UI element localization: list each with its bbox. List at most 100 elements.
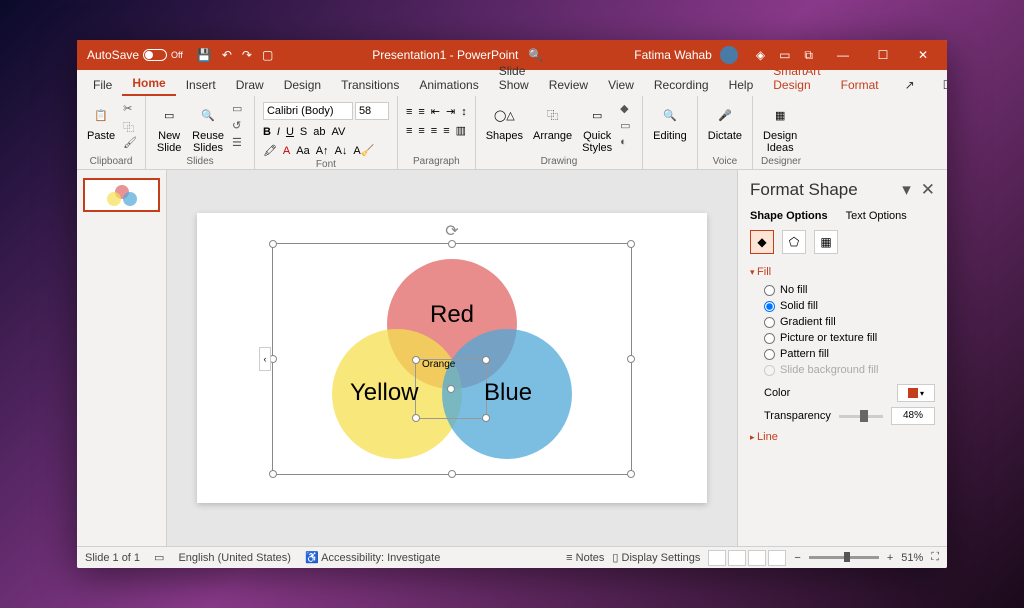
numbering-icon[interactable]: ≡	[418, 106, 424, 118]
slide-thumbnail[interactable]	[83, 178, 160, 212]
handle-br[interactable]	[627, 470, 635, 478]
editing-button[interactable]: 🔍Editing	[651, 102, 689, 142]
sorter-view-icon[interactable]	[728, 550, 746, 566]
quickstyles-button[interactable]: ▭Quick Styles	[580, 102, 614, 154]
columns-icon[interactable]: ▥	[456, 124, 466, 137]
undo-icon[interactable]: ↶	[222, 48, 232, 62]
size-icon[interactable]: ▦	[814, 230, 838, 254]
cut-icon[interactable]: ✂	[123, 102, 137, 116]
fill-slidebg[interactable]: Slide background fill	[764, 364, 935, 376]
ihandle-br[interactable]	[482, 414, 490, 422]
display-settings[interactable]: ▯ Display Settings	[612, 551, 700, 564]
highlight-icon[interactable]: 🖍	[263, 144, 277, 157]
reuse-slides-button[interactable]: 🔍 Reuse Slides	[190, 102, 226, 154]
fit-icon[interactable]: ⛶	[931, 551, 939, 564]
arrange-button[interactable]: ⿻Arrange	[531, 102, 574, 142]
slideshow-icon[interactable]: ▢	[262, 48, 273, 62]
handle-bc[interactable]	[448, 470, 456, 478]
zoom-value[interactable]: 51%	[901, 552, 923, 564]
fill-gradient[interactable]: Gradient fill	[764, 316, 935, 328]
language[interactable]: English (United States)	[178, 552, 291, 564]
line-spacing-icon[interactable]: ↕	[461, 106, 467, 118]
venn-diagram[interactable]: Red Yellow Blue Orange	[332, 259, 572, 459]
selection-box[interactable]: ‹ Red Yellow	[272, 243, 632, 475]
label-red[interactable]: Red	[430, 301, 474, 329]
underline-icon[interactable]: U	[286, 126, 294, 138]
label-orange[interactable]: Orange	[422, 359, 455, 370]
bullets-icon[interactable]: ≡	[406, 106, 412, 118]
maximize-button[interactable]: ☐	[863, 40, 903, 70]
transparency-value[interactable]: 48%	[891, 407, 935, 425]
tab-help[interactable]: Help	[719, 74, 764, 96]
shrink-icon[interactable]: A↓	[335, 145, 348, 157]
tab-format[interactable]: Format	[831, 74, 889, 96]
indent-dec-icon[interactable]: ⇤	[431, 105, 440, 118]
zoom-slider[interactable]	[809, 556, 879, 559]
handle-mr[interactable]	[627, 355, 635, 363]
handle-tr[interactable]	[627, 240, 635, 248]
font-color-icon[interactable]: A	[283, 145, 290, 157]
reading-view-icon[interactable]	[748, 550, 766, 566]
align-left-icon[interactable]: ≡	[406, 125, 412, 137]
comments-icon[interactable]: ☐	[933, 74, 947, 96]
copy-icon[interactable]: ⿻	[123, 119, 137, 133]
zoom-in-icon[interactable]: +	[887, 552, 893, 564]
tab-text-options[interactable]: Text Options	[846, 210, 907, 222]
slide[interactable]: ⟳ ‹	[197, 213, 707, 503]
shadow-icon[interactable]: ab	[313, 126, 325, 138]
layout-icon[interactable]: ▭	[232, 102, 246, 116]
slide-canvas[interactable]: ⟳ ‹	[167, 170, 737, 546]
handle-tl[interactable]	[269, 240, 277, 248]
design-ideas-button[interactable]: ▦Design Ideas	[761, 102, 799, 154]
label-yellow[interactable]: Yellow	[350, 379, 419, 407]
tab-draw[interactable]: Draw	[226, 74, 274, 96]
paste-button[interactable]: 📋 Paste	[85, 102, 117, 142]
tab-animations[interactable]: Animations	[409, 74, 488, 96]
grow-icon[interactable]: A↑	[316, 145, 329, 157]
rotate-handle[interactable]: ⟳	[445, 221, 458, 241]
tab-recording[interactable]: Recording	[644, 74, 719, 96]
tab-slideshow[interactable]: Slide Show	[489, 60, 539, 96]
fill-pattern[interactable]: Pattern fill	[764, 348, 935, 360]
share-icon[interactable]: ↗	[895, 74, 925, 96]
thumbnail-pane[interactable]: 1	[77, 170, 167, 546]
tab-shape-options[interactable]: Shape Options	[750, 210, 828, 222]
slideshow-view-icon[interactable]	[768, 550, 786, 566]
font-family-combo[interactable]	[263, 102, 353, 120]
color-picker[interactable]: ▾	[897, 384, 935, 402]
handle-tc[interactable]	[448, 240, 456, 248]
tab-smartart[interactable]: SmartArt Design	[763, 60, 830, 96]
clear-icon[interactable]: A🧹	[353, 144, 374, 157]
notes-button[interactable]: ≡ Notes	[566, 552, 604, 564]
justify-icon[interactable]: ≡	[443, 125, 449, 137]
spacing-icon[interactable]: AV	[332, 126, 346, 138]
close-button[interactable]: ✕	[903, 40, 943, 70]
ihandle-tl[interactable]	[412, 356, 420, 364]
fill-solid[interactable]: Solid fill	[764, 300, 935, 312]
bold-icon[interactable]: B	[263, 126, 271, 138]
fill-none[interactable]: No fill	[764, 284, 935, 296]
fill-picture[interactable]: Picture or texture fill	[764, 332, 935, 344]
align-right-icon[interactable]: ≡	[431, 125, 437, 137]
fill-line-icon[interactable]: ◆	[750, 230, 774, 254]
tab-design[interactable]: Design	[274, 74, 331, 96]
strike-icon[interactable]: S	[300, 126, 307, 138]
align-center-icon[interactable]: ≡	[418, 125, 424, 137]
ihandle-c[interactable]	[447, 385, 455, 393]
reset-icon[interactable]: ↺	[232, 119, 246, 133]
ihandle-bl[interactable]	[412, 414, 420, 422]
text-pane-toggle[interactable]: ‹	[259, 347, 271, 371]
ihandle-tr[interactable]	[482, 356, 490, 364]
slide-counter[interactable]: Slide 1 of 1	[85, 552, 140, 564]
case-icon[interactable]: Aa	[296, 145, 309, 157]
font-size-combo[interactable]	[355, 102, 389, 120]
handle-bl[interactable]	[269, 470, 277, 478]
save-icon[interactable]: 💾	[197, 48, 212, 62]
tab-file[interactable]: File	[83, 74, 122, 96]
normal-view-icon[interactable]	[708, 550, 726, 566]
redo-icon[interactable]: ↷	[242, 48, 252, 62]
effects-icon[interactable]: ⬠	[782, 230, 806, 254]
autosave-toggle[interactable]: AutoSave Off	[81, 48, 189, 62]
shape-outline-icon[interactable]: ▭	[620, 119, 634, 133]
shape-effects-icon[interactable]: ◐	[620, 136, 634, 150]
